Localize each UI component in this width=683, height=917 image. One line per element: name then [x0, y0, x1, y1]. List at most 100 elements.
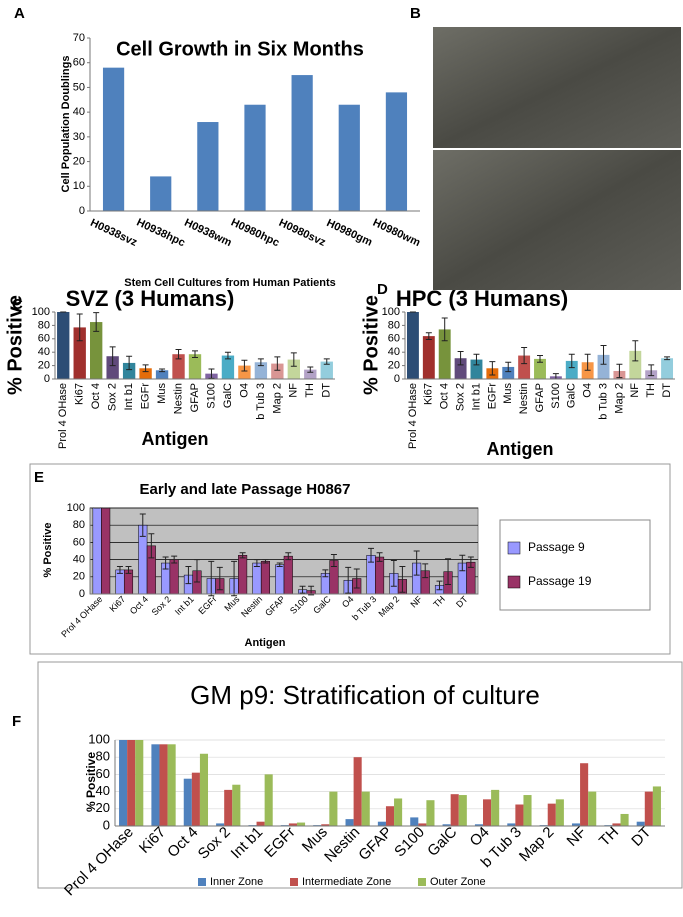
error-bar — [241, 359, 248, 372]
bar — [57, 312, 70, 379]
bar — [483, 799, 492, 826]
bar — [191, 772, 200, 826]
bar — [188, 354, 202, 379]
error-bar — [600, 345, 607, 365]
bar — [304, 369, 317, 379]
error-bar — [262, 559, 269, 564]
bar — [422, 336, 435, 379]
x-axis-label: Antigen — [245, 637, 286, 649]
error-bar — [425, 332, 432, 340]
bar — [238, 365, 251, 379]
x-tick-label: S100 — [550, 383, 562, 409]
chart-title: GM p9: Stratification of culture — [190, 680, 540, 710]
bar — [426, 800, 435, 826]
x-tick-label: TH — [645, 383, 657, 398]
x-tick-label: DT — [628, 824, 654, 850]
y-tick-label: 40 — [96, 783, 110, 798]
bar — [172, 354, 185, 379]
bar — [232, 784, 241, 826]
x-tick-label: H0938hpc — [135, 216, 187, 249]
x-tick-label: Oct 4 — [164, 824, 201, 861]
error-bar — [208, 368, 215, 379]
error-bar — [322, 569, 329, 578]
bar — [502, 366, 515, 379]
bar — [661, 358, 674, 379]
bar — [92, 507, 102, 595]
error-bar — [584, 353, 591, 371]
bar — [394, 798, 403, 826]
legend-label: Intermediate Zone — [302, 876, 391, 888]
error-bar — [616, 363, 623, 379]
y-tick-label: 80 — [388, 319, 400, 331]
error-bar — [290, 352, 297, 367]
y-tick-label: 80 — [96, 749, 110, 764]
x-tick-label: Map 2 — [613, 383, 625, 414]
error-bar — [93, 312, 100, 332]
error-bar — [185, 565, 192, 585]
y-tick-label: 20 — [388, 360, 400, 372]
bar — [620, 813, 629, 826]
error-bar — [308, 585, 315, 596]
error-bar — [632, 340, 639, 362]
x-axis-label: Antigen — [142, 429, 209, 449]
bar — [375, 556, 385, 595]
error-bar — [231, 560, 238, 597]
legend-swatch — [418, 878, 426, 886]
bar — [197, 122, 219, 211]
bar — [260, 561, 270, 595]
x-tick-label: Map 2 — [376, 594, 401, 619]
bar — [139, 368, 152, 379]
error-bar — [489, 361, 496, 376]
error-bar — [568, 353, 575, 369]
bar — [283, 555, 293, 595]
bar — [127, 740, 136, 826]
bar — [555, 799, 564, 826]
error-bar — [330, 553, 337, 567]
bar — [442, 824, 451, 826]
error-bar — [274, 356, 281, 371]
bar — [122, 362, 136, 379]
bar — [275, 564, 285, 595]
bar — [271, 363, 284, 379]
error-bar — [307, 366, 314, 373]
y-tick-label: 0 — [394, 373, 400, 385]
legend-frame — [499, 519, 651, 611]
bar — [410, 817, 419, 826]
x-tick-label: Int b1 — [228, 824, 267, 863]
bar — [102, 67, 125, 212]
legend-label: Outer Zone — [430, 876, 486, 888]
x-tick-label: TH — [596, 824, 622, 850]
panel-label: A — [14, 5, 25, 22]
x-axis-label: Stem Cell Cultures from Human Patients — [124, 277, 336, 289]
x-tick-label: GalC — [424, 824, 460, 860]
error-bar — [224, 351, 231, 360]
bar — [291, 75, 313, 211]
legend-swatch — [507, 541, 521, 555]
bar — [151, 744, 160, 826]
x-tick-label: GalC — [311, 594, 333, 616]
x-tick-label: b Tub 3 — [597, 383, 609, 420]
error-bar — [467, 556, 474, 568]
chart-title: Early and late Passage H0867 — [140, 481, 351, 498]
x-tick-label: EGFr — [139, 383, 151, 410]
bar — [224, 789, 233, 826]
x-tick-label: O4 — [238, 383, 250, 398]
x-tick-label: DT — [454, 594, 470, 610]
legend-label: Passage 9 — [528, 540, 585, 554]
y-tick-label: 10 — [73, 180, 85, 192]
bar — [296, 822, 306, 826]
error-bar — [162, 556, 169, 570]
y-axis-label: % Positive — [4, 295, 26, 395]
x-tick-label: Ki67 — [74, 383, 86, 405]
x-tick-label: Sox 2 — [150, 594, 173, 617]
error-bar — [159, 368, 166, 373]
x-tick-label: H0938svz — [88, 217, 139, 249]
y-tick-label: 80 — [73, 519, 85, 531]
bar — [135, 740, 144, 826]
y-tick-label: 30 — [73, 131, 85, 143]
x-tick-label: TH — [431, 594, 447, 610]
legend-swatch — [507, 575, 521, 589]
bar — [377, 821, 386, 826]
bar — [418, 823, 427, 826]
bar — [159, 744, 168, 826]
